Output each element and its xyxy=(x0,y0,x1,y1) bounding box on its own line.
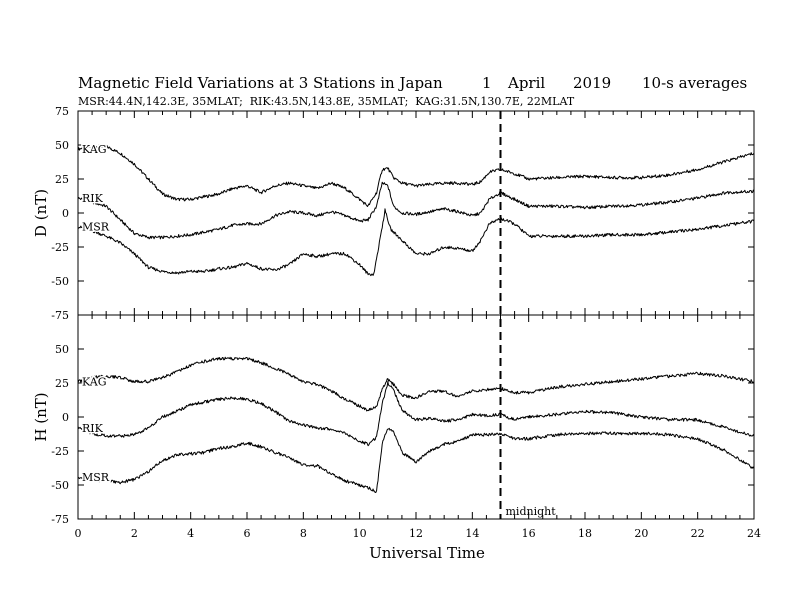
chart-subtitle: MSR:44.4N,142.3E, 35MLAT; RIK:43.5N,143.… xyxy=(78,95,575,108)
y-tick-label: 50 xyxy=(55,343,69,356)
y-tick-label: 0 xyxy=(62,207,69,220)
series-label-kag: KAG xyxy=(82,143,107,156)
y-axis-label: H (nT) xyxy=(32,392,50,441)
x-tick-label: 12 xyxy=(409,527,423,540)
series-label-rik: RIK xyxy=(82,192,104,205)
x-tick-label: 14 xyxy=(465,527,479,540)
x-tick-label: 0 xyxy=(75,527,82,540)
x-tick-label: 16 xyxy=(522,527,536,540)
y-axis-label: D (nT) xyxy=(32,189,50,237)
x-tick-label: 18 xyxy=(578,527,592,540)
x-tick-label: 22 xyxy=(691,527,705,540)
series-line-kag xyxy=(77,356,755,412)
panel-frame xyxy=(77,110,755,316)
series-line-rik xyxy=(77,381,755,447)
x-tick-label: 24 xyxy=(747,527,761,540)
chart-date-month: April xyxy=(507,74,545,92)
y-tick-label: -50 xyxy=(51,275,69,288)
chart-date-day: 1 xyxy=(482,74,492,92)
y-tick-label: -25 xyxy=(51,445,69,458)
y-tick-label: 25 xyxy=(55,377,69,390)
x-tick-label: 10 xyxy=(353,527,367,540)
y-tick-label: 75 xyxy=(55,105,69,118)
chart-title: Magnetic Field Variations at 3 Stations … xyxy=(78,74,443,92)
x-axis-label: Universal Time xyxy=(369,544,485,562)
series-line-kag xyxy=(77,144,755,208)
x-tick-label: 8 xyxy=(300,527,307,540)
panel-frame xyxy=(77,314,755,520)
series-label-msr: MSR xyxy=(82,221,110,234)
x-tick-label: 2 xyxy=(131,527,138,540)
y-tick-label: -75 xyxy=(51,309,69,322)
x-tick-label: 20 xyxy=(634,527,648,540)
y-tick-label: -50 xyxy=(51,479,69,492)
y-tick-label: 50 xyxy=(55,139,69,152)
series-line-rik xyxy=(77,181,755,240)
x-tick-label: 6 xyxy=(244,527,251,540)
y-tick-label: 0 xyxy=(62,411,69,424)
x-tick-label: 4 xyxy=(187,527,194,540)
y-tick-label: -25 xyxy=(51,241,69,254)
series-label-msr: MSR xyxy=(82,471,110,484)
midnight-annotation: midnight xyxy=(506,505,557,518)
y-tick-label: 25 xyxy=(55,173,69,186)
chart-date-year: 2019 xyxy=(573,74,611,92)
chart-resolution: 10-s averages xyxy=(642,74,747,92)
y-tick-label: -75 xyxy=(51,513,69,526)
series-line-msr xyxy=(77,427,755,494)
series-line-msr xyxy=(77,208,755,277)
series-label-rik: RIK xyxy=(82,422,104,435)
series-label-kag: KAG xyxy=(82,376,107,389)
